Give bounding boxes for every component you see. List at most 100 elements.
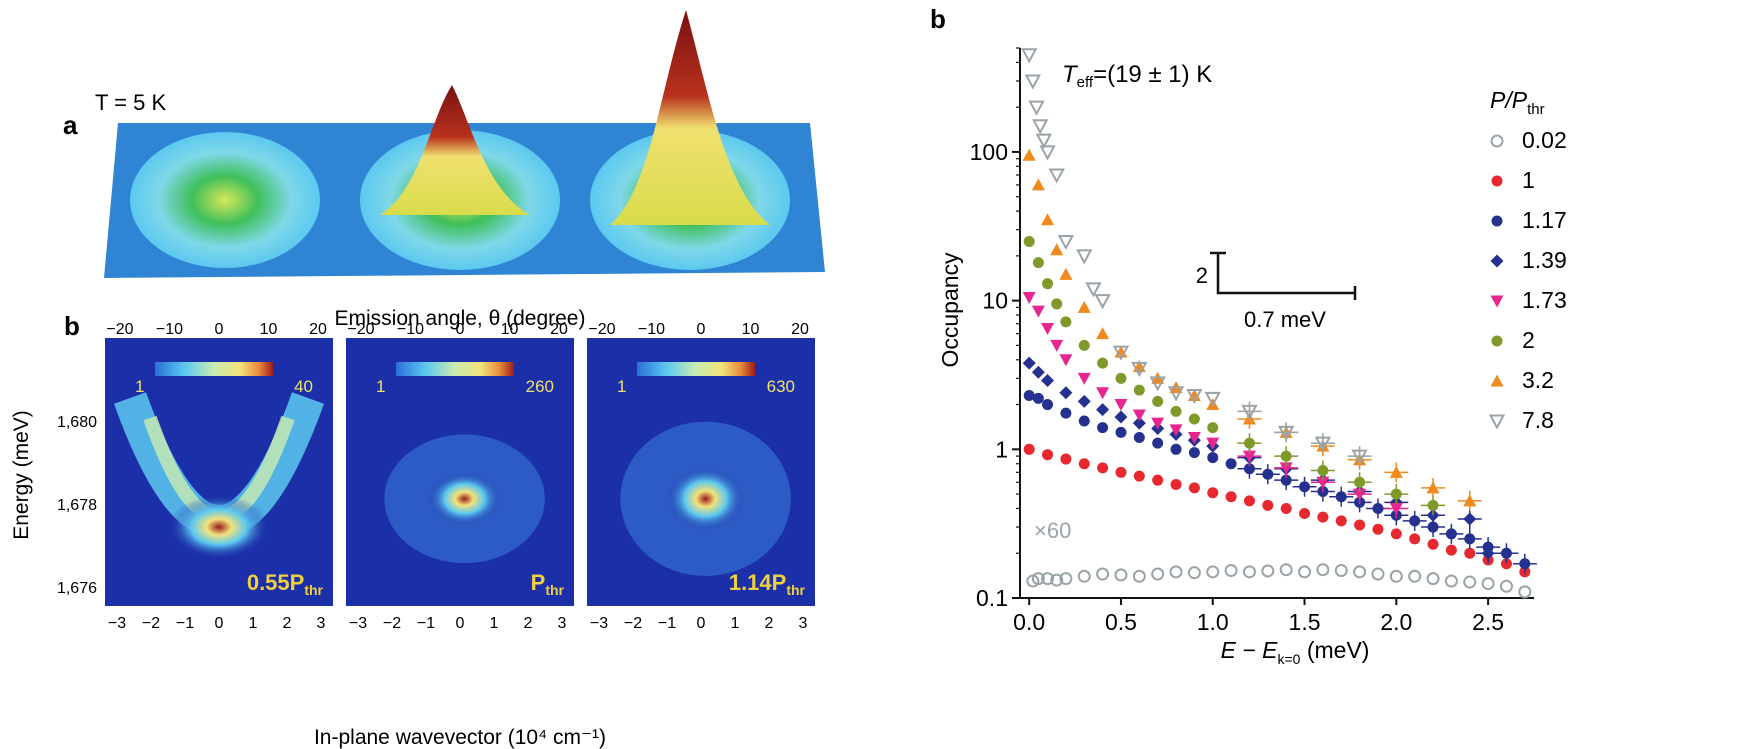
data-point (1354, 476, 1366, 488)
legend-label: 1.39 (1522, 247, 1567, 273)
data-point (1059, 354, 1073, 367)
svg-text:E − Ek=0 (meV): E − Ek=0 (meV) (1221, 637, 1370, 667)
data-point (1389, 465, 1403, 478)
occupancy-chart: b Occupancy Teff=(19 ± 1) K 2 0.7 meV ×6… (930, 4, 1567, 667)
data-point (1112, 345, 1130, 361)
legend-item-3.2: 3.2 (1490, 367, 1554, 393)
data-point (1041, 374, 1055, 388)
bottom-tick-label: −1 (176, 615, 194, 632)
data-point (1032, 257, 1044, 269)
chart-marks (1020, 48, 1537, 599)
data-point (1316, 563, 1330, 577)
data-point (1151, 417, 1165, 430)
temperature-label: T = 5 K (95, 90, 166, 115)
bottom-tick-label: 2 (524, 615, 533, 632)
data-point (1023, 443, 1035, 455)
data-point (1371, 567, 1385, 581)
data-point (1204, 391, 1221, 407)
top-tick-label: 20 (309, 321, 327, 338)
data-point (1077, 300, 1091, 313)
data-point (1059, 572, 1073, 586)
data-point (1444, 574, 1458, 588)
annotation-sub: eff (1077, 74, 1094, 91)
top-tick-label: −10 (156, 321, 183, 338)
data-point (1152, 437, 1164, 449)
data-point (1041, 213, 1055, 226)
panel-a: a T = 5 K (63, 10, 825, 278)
chart-axes: 0.0 0.5 1.0 1.5 2.0 2.5 0.1 1 10 100 (970, 47, 1534, 635)
x-tick-label: 0.0 (1013, 609, 1045, 635)
data-point (1133, 432, 1145, 444)
data-point (1060, 453, 1072, 465)
data-point (1390, 488, 1402, 500)
data-point (1277, 425, 1295, 441)
data-point (1372, 523, 1384, 535)
intensity-spot (168, 494, 270, 560)
data-point (1353, 565, 1367, 579)
legend-item-1: 1 (1491, 167, 1535, 193)
panel-a-label: a (63, 110, 78, 140)
data-point (1207, 422, 1219, 434)
bottom-tick-label: 1 (731, 615, 740, 632)
data-point (1041, 572, 1055, 586)
data-point (1031, 178, 1045, 191)
data-point (1314, 436, 1332, 452)
data-point (1519, 558, 1531, 570)
top-tick-label: 0 (697, 321, 706, 338)
data-point (1097, 422, 1109, 434)
data-point (1023, 390, 1035, 402)
data-point (1048, 168, 1065, 184)
data-point (1170, 443, 1182, 455)
data-point (1334, 564, 1348, 578)
xlabel-unit: (meV) (1300, 637, 1369, 663)
data-point (1132, 409, 1146, 422)
legend-items: 0.02 1 1.17 1.39 1.73 2 3.2 7.8 (1488, 127, 1567, 433)
data-point (1389, 502, 1403, 515)
data-point (1152, 474, 1164, 486)
data-point (1131, 361, 1148, 378)
bottom-tick-label: 0 (697, 615, 706, 632)
chart-ylabel: Occupancy (937, 252, 963, 368)
data-point (1261, 564, 1275, 578)
data-point (1499, 579, 1513, 593)
legend-marker (1491, 215, 1503, 227)
left-xlabel: In-plane wavevector (10⁴ cm⁻¹) (314, 726, 606, 749)
legend-label: 0.02 (1522, 127, 1567, 153)
bottom-tick-label: −3 (590, 615, 608, 632)
data-point (1463, 512, 1477, 526)
data-point (1057, 234, 1075, 251)
data-point (1298, 565, 1312, 579)
chart-annotation: Teff=(19 ± 1) K (1062, 61, 1212, 91)
data-point (1224, 564, 1238, 578)
data-point (1169, 565, 1183, 579)
legend-marker (1491, 175, 1503, 187)
data-point (1354, 519, 1366, 531)
data-point (1133, 470, 1145, 482)
x-tick-label: 2.5 (1472, 609, 1504, 635)
data-point (1020, 48, 1038, 64)
data-point (1022, 148, 1036, 161)
data-point (1031, 365, 1045, 379)
series-1.39 (1022, 356, 1501, 564)
data-point (1463, 494, 1477, 507)
panel-b-left-label: b (64, 311, 80, 341)
bottom-tick-label: −1 (417, 615, 435, 632)
left-y-tick-label: 1,676 (57, 580, 97, 597)
top-tick-label: 20 (550, 321, 568, 338)
data-point (1207, 487, 1219, 499)
colorbar-max: 40 (294, 377, 313, 396)
legend-item-1.17: 1.17 (1491, 207, 1567, 233)
top-tick-label: 10 (742, 321, 760, 338)
data-point (1022, 356, 1036, 370)
scale-bar-y-label: 2 (1196, 263, 1208, 288)
energy-map-1: 1 40 0.55Pthr (105, 338, 333, 606)
data-point (1243, 463, 1255, 475)
power-label: 0.55Pthr (247, 570, 324, 598)
intensity-spot (666, 466, 745, 531)
left-y-ticks: 1,680 1,678 1,676 (57, 414, 97, 597)
series-1.17 (1023, 390, 1537, 574)
data-point (1042, 449, 1054, 461)
data-point (1032, 392, 1044, 404)
legend-marker (1491, 335, 1503, 347)
annotation-main: T (1062, 61, 1079, 88)
